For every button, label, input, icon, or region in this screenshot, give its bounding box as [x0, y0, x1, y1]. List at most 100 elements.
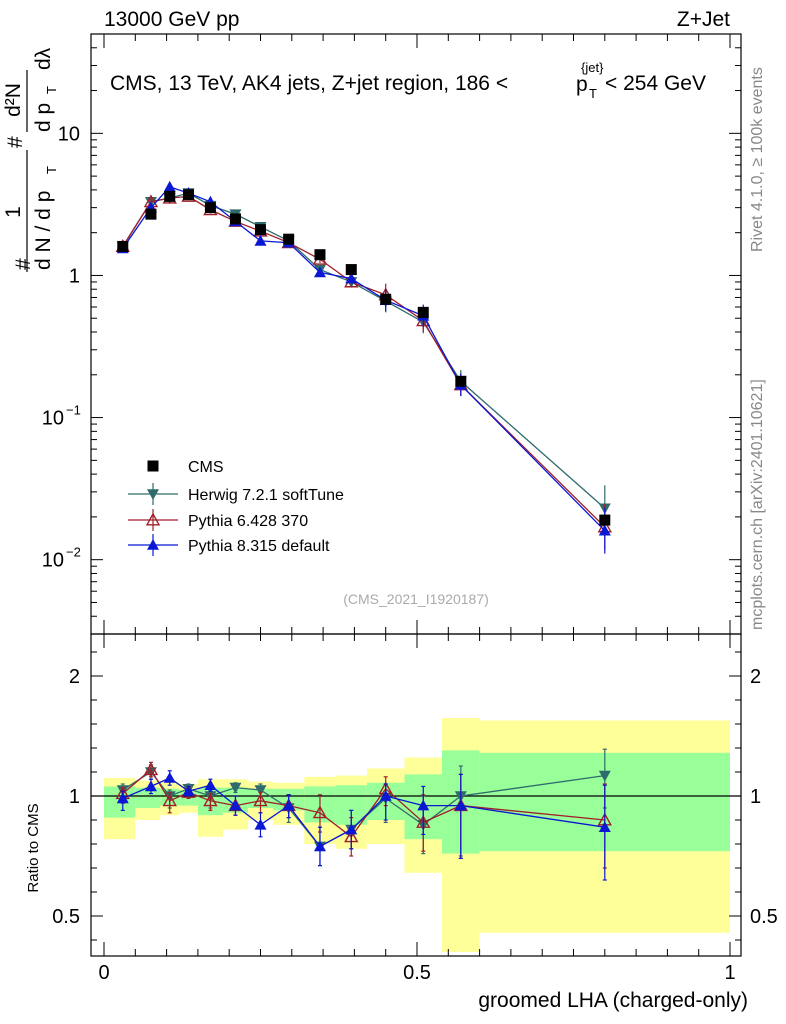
rivet-version-label: Rivet 4.1.0, ≥ 100k events [749, 67, 766, 252]
mcplots-label: mcplots.cern.ch [arXiv:2401.10621] [749, 379, 766, 630]
data-point [455, 375, 467, 387]
ratio-y-tick-label-right: 0.5 [750, 906, 778, 928]
main-title-tail: < 254 GeV [605, 72, 706, 95]
data-point [255, 224, 266, 236]
legend-marker [147, 539, 159, 550]
inner-band-bin [135, 787, 161, 808]
ratio-point [254, 785, 267, 796]
ratio-panel-series [115, 748, 612, 881]
ratio-point [204, 779, 217, 790]
ratio-point [254, 818, 267, 830]
legend-entry-cms: CMS [147, 459, 224, 476]
data-point [380, 293, 392, 305]
main-y-tick-exponent: −1 [66, 403, 81, 418]
ratio-y-tick-label-left: 1 [69, 786, 80, 808]
y-label-deriv-denominator-sub: T [44, 86, 59, 94]
main-y-tick-label: 10 [42, 550, 64, 572]
ratio-panel-axes: 0.5 0.5 1 1 2 2 0 0.5 1 [52, 633, 778, 984]
ratio-point [379, 790, 392, 801]
main-title-text: CMS, 13 TeV, AK4 jets, Z+jet region, 186… [110, 72, 508, 95]
main-y-tick-exponent: −2 [66, 545, 81, 560]
y-label-frac-denominator: d N / d p [32, 191, 55, 270]
data-point [599, 514, 611, 526]
y-label-deriv-lambda: dλ [32, 47, 55, 70]
series-line [122, 186, 606, 532]
legend-label: Pythia 8.315 default [188, 538, 330, 555]
y-label-hash-left: # [12, 258, 35, 270]
data-point [598, 524, 611, 536]
data-point [345, 272, 358, 284]
ratio-y-tick-label-right: 2 [750, 666, 761, 688]
energy-label: 13000 GeV pp [104, 8, 239, 31]
ratio-point [116, 792, 129, 804]
main-title: CMS, 13 TeV, AK4 jets, Z+jet region, 186… [110, 72, 508, 95]
ratio-point [598, 821, 611, 832]
ratio-series-pythia-8-315-default [116, 770, 611, 881]
ratio-point [163, 772, 176, 783]
main-y-tick-label: 1 [69, 265, 80, 287]
analysis-id: (CMS_2021_I1920187) [343, 591, 489, 607]
legend-label: Herwig 7.2.1 softTune [188, 487, 344, 504]
data-point [204, 202, 216, 214]
x-tick-label: 1 [724, 962, 735, 984]
data-point [145, 208, 157, 220]
ratio-point [229, 782, 242, 794]
legend-marker [147, 460, 159, 472]
ratio-uncertainty-bands [104, 718, 730, 952]
ratio-point [144, 780, 157, 792]
x-tick-label: 0 [98, 962, 109, 984]
data-point [417, 306, 429, 318]
data-point [254, 234, 267, 246]
data-point [314, 249, 326, 261]
ratio-y-tick-label-left: 2 [69, 666, 80, 688]
main-series-cms [117, 189, 611, 526]
y-label-hash-mid: # [4, 136, 27, 148]
legend: CMS Herwig 7.2.1 softTune Pythia 6.428 370… [128, 459, 344, 556]
ratio-point [417, 799, 430, 811]
y-label-deriv-numerator: d²N [2, 83, 25, 117]
legend-marker [147, 489, 159, 500]
ratio-point [143, 762, 159, 776]
y-label-frac-denominator-sub: T [44, 166, 59, 174]
ratio-point [182, 785, 195, 796]
legend-marker [145, 512, 161, 526]
data-point [163, 180, 176, 192]
ratio-point [345, 823, 358, 835]
ratio-y-tick-label-left: 0.5 [52, 906, 80, 928]
process-label: Z+Jet [677, 8, 730, 31]
y-label-deriv-denominator: d p [32, 103, 55, 132]
ratio-y-axis-label: Ratio to CMS [25, 803, 42, 892]
ratio-point [253, 793, 268, 807]
legend-entry-pythia-8-315-default: Pythia 8.315 default [128, 534, 330, 556]
legend-label: Pythia 6.428 370 [188, 513, 308, 530]
data-point [229, 213, 241, 225]
x-tick-label: 0.5 [403, 962, 431, 984]
ratio-point [598, 770, 611, 782]
pt-symbol: p [576, 73, 588, 96]
data-point [117, 240, 129, 252]
main-y-axis-label: # 1 d N / d p T # d²N d p T dλ [2, 47, 59, 272]
main-series-herwig-7-2-1-softtune [116, 188, 611, 532]
legend-entry-pythia-6-428-370: Pythia 6.428 370 [128, 509, 308, 531]
legend-label: CMS [188, 459, 224, 476]
pt-subscript: T [589, 86, 597, 101]
ratio-point [162, 793, 177, 807]
main-y-tick-label: 10 [42, 408, 64, 430]
ratio-frame [90, 633, 742, 957]
x-axis-label: groomed LHA (charged-only) [478, 989, 748, 1012]
pt-superscript: {jet} [581, 60, 604, 75]
data-point [345, 264, 357, 276]
legend-entry-herwig-7-2-1-softtune: Herwig 7.2.1 softTune [128, 483, 344, 505]
ratio-point [313, 840, 326, 852]
main-y-tick-label: 10 [58, 123, 80, 145]
y-label-frac-numerator: 1 [2, 206, 25, 218]
data-point [283, 233, 295, 245]
ratio-point [229, 799, 242, 811]
data-point [183, 189, 195, 201]
ratio-point [282, 799, 295, 811]
ratio-y-tick-label-right: 1 [750, 786, 761, 808]
series-line [122, 195, 606, 528]
ratio-point [312, 805, 328, 819]
